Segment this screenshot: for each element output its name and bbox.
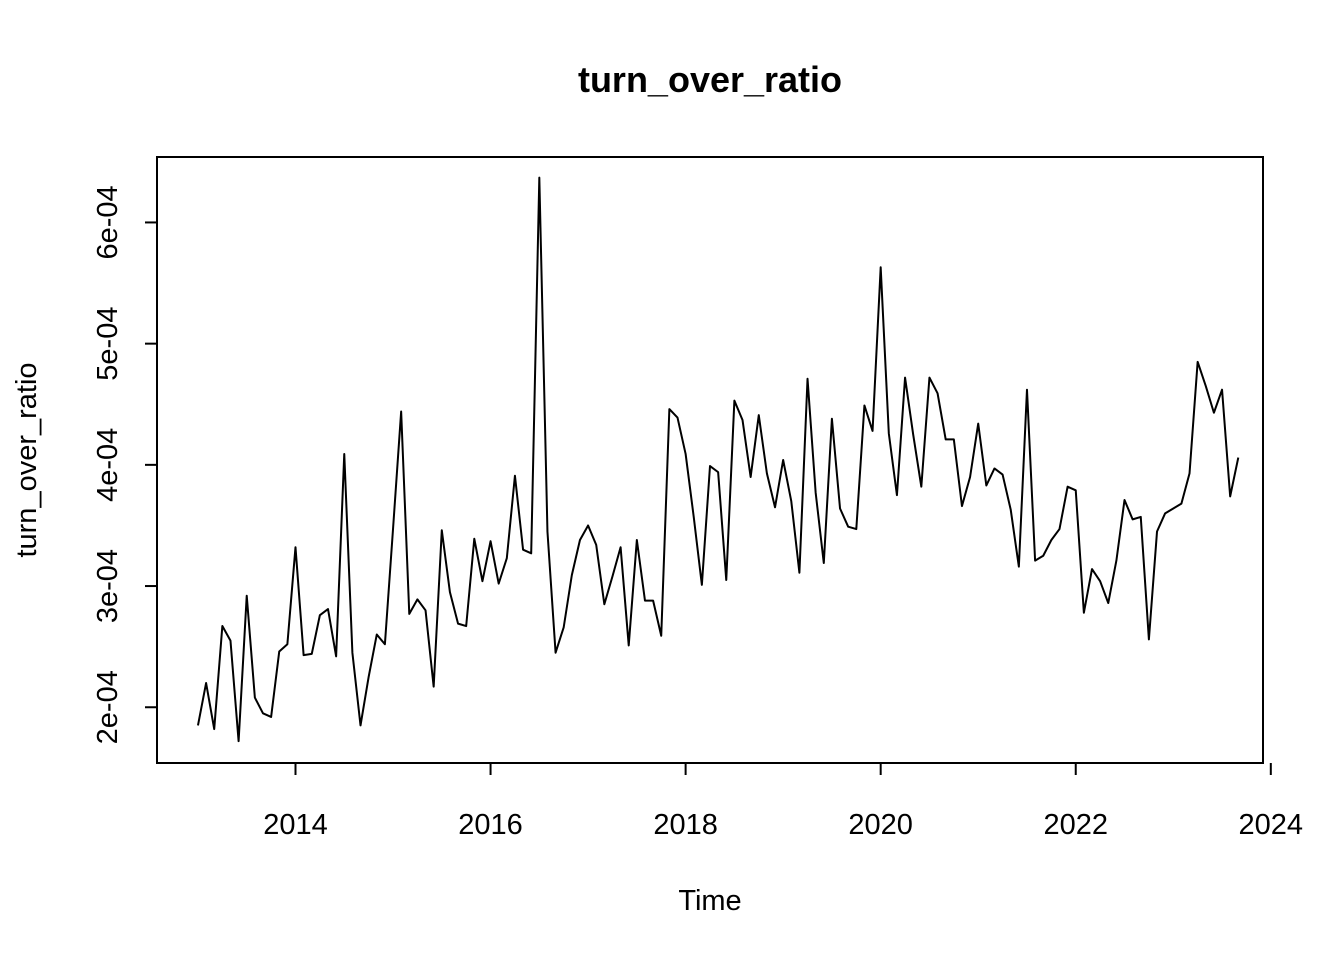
- y-tick-label: 4e-04: [92, 428, 124, 502]
- series-line: [196, 176, 1240, 743]
- y-tick-label: 3e-04: [92, 549, 124, 623]
- x-tick-label: 2016: [458, 809, 523, 841]
- x-tick-label: 2024: [1239, 809, 1304, 841]
- y-tick-label: 6e-04: [92, 185, 124, 259]
- x-axis-label: Time: [678, 885, 741, 917]
- x-tick-label: 2018: [653, 809, 718, 841]
- x-tick-label: 2022: [1043, 809, 1108, 841]
- x-axis-ticks: 2014 2016 2018 2020 2022 2024: [263, 763, 1303, 841]
- x-tick-label: 2014: [263, 809, 328, 841]
- y-tick-label: 2e-04: [92, 670, 124, 744]
- y-axis-label: turn_over_ratio: [11, 362, 43, 557]
- y-tick-label: 5e-04: [92, 307, 124, 381]
- x-tick-label: 2020: [848, 809, 913, 841]
- chart-title: turn_over_ratio: [578, 59, 842, 100]
- plot-frame: [156, 156, 1264, 764]
- y-axis-ticks: 2e-04 3e-04 4e-04 5e-04 6e-04: [92, 185, 157, 744]
